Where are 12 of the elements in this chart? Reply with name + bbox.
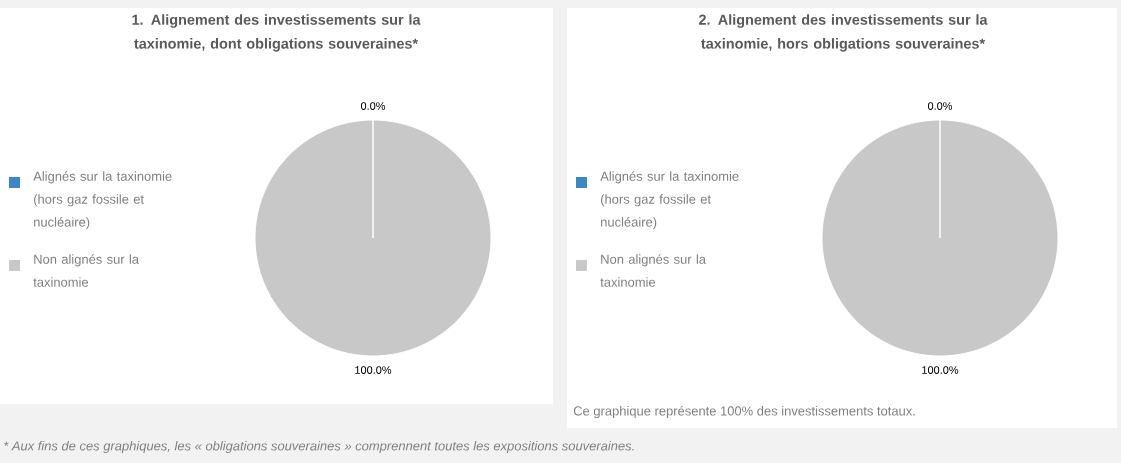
data-label: 100.0% xyxy=(355,366,392,374)
legend-label: Non alignés sur la taxinomie xyxy=(33,254,139,287)
chart-title: 1. Alignement des investissements sur la taxinomie, dont obligations souveraines* xyxy=(132,14,421,52)
chart-title: 2. Alignement des investissements sur la taxinomie, hors obligations souveraines* xyxy=(698,14,988,52)
text: 0.0% xyxy=(360,102,386,110)
text: 0.0% xyxy=(927,102,953,110)
legend-label: Non alignés sur la taxinomie xyxy=(600,254,706,287)
legend-label: Alignés sur la taxinomie (hors gaz fossile et nucléaire) xyxy=(600,171,739,230)
data-label: 100.0% xyxy=(922,366,959,374)
legend-label: Alignés sur la taxinomie (hors gaz fossile et nucléaire) xyxy=(33,171,172,230)
text: Ce graphique représente 100% des investissements totaux. xyxy=(573,405,915,419)
text: * Aux fins de ces graphiques, les « obligations souveraines » comprennent toutes les expositions souveraines. xyxy=(3,440,634,454)
